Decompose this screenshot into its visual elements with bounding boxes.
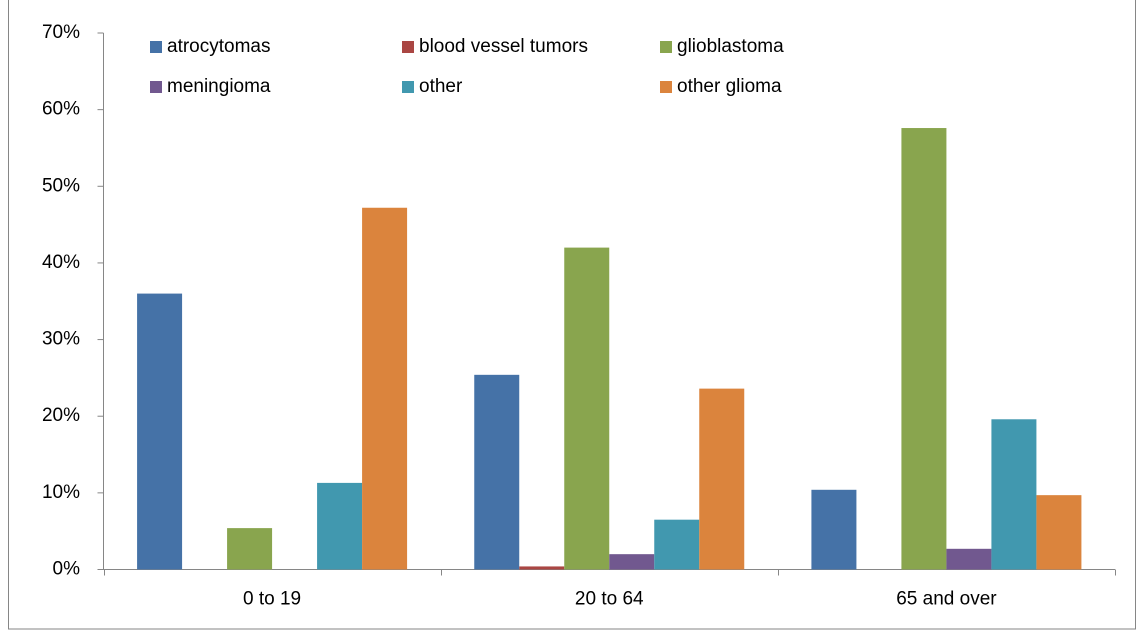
- y-tick-label: 70%: [42, 22, 80, 43]
- bar: [991, 419, 1037, 570]
- bar: [1036, 495, 1082, 570]
- legend-swatch: [660, 41, 672, 53]
- bar: [901, 128, 947, 570]
- legend-swatch: [660, 81, 672, 93]
- y-tick-label: 40%: [42, 252, 80, 273]
- bar: [519, 566, 565, 570]
- legend-label: meningioma: [167, 76, 271, 97]
- y-tick-label: 20%: [42, 405, 80, 426]
- bar: [227, 528, 273, 570]
- legend-swatch: [150, 81, 162, 93]
- x-tick-label: 0 to 19: [243, 589, 301, 610]
- bar: [654, 519, 700, 570]
- x-tick-label: 65 and over: [896, 589, 997, 610]
- y-tick-label: 0%: [53, 559, 81, 580]
- bar: [317, 482, 363, 570]
- legend-label: atrocytomas: [167, 36, 270, 57]
- x-tick-label: 20 to 64: [575, 589, 644, 610]
- bar: [564, 247, 610, 570]
- bar: [811, 489, 857, 570]
- bar: [609, 554, 655, 570]
- bar: [362, 207, 408, 570]
- legend-swatch: [402, 41, 414, 53]
- y-tick-label: 10%: [42, 482, 80, 503]
- y-tick-label: 50%: [42, 175, 80, 196]
- bar: [699, 388, 745, 570]
- bar: [946, 548, 992, 570]
- y-tick-label: 60%: [42, 99, 80, 120]
- legend-label: blood vessel tumors: [419, 36, 588, 57]
- legend-label: other: [419, 76, 463, 97]
- y-tick-label: 30%: [42, 329, 80, 350]
- legend-label: other glioma: [677, 76, 782, 97]
- legend-swatch: [402, 81, 414, 93]
- legend-label: glioblastoma: [677, 36, 784, 57]
- bar: [137, 293, 183, 570]
- legend-swatch: [150, 41, 162, 53]
- bar: [474, 374, 520, 570]
